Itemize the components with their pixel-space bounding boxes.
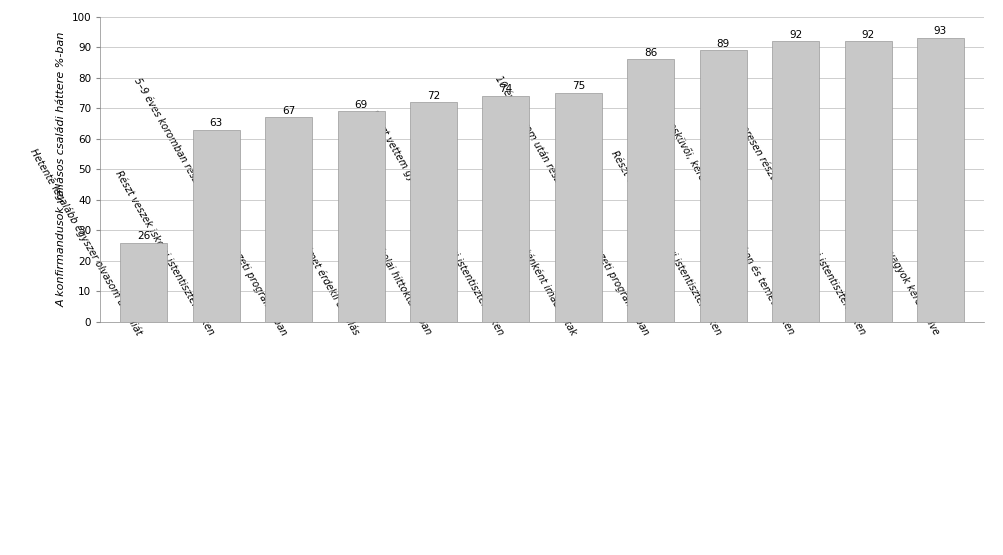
Text: 86: 86 (644, 48, 657, 58)
Bar (771, 41, 818, 322)
Bar (555, 93, 602, 322)
Text: 92: 92 (788, 29, 801, 39)
Y-axis label: A konfirmandusok vallásos családi háttere %-ban: A konfirmandusok vallásos családi hátter… (56, 32, 66, 307)
Text: 75: 75 (571, 82, 585, 92)
Bar (699, 50, 746, 322)
Bar (916, 38, 963, 322)
Bar (481, 96, 529, 322)
Text: 89: 89 (716, 39, 729, 49)
Bar (337, 111, 384, 322)
Text: 67: 67 (282, 106, 295, 116)
Text: 92: 92 (861, 29, 874, 39)
Text: 69: 69 (354, 100, 367, 110)
Text: 74: 74 (498, 84, 513, 94)
Bar (627, 59, 674, 322)
Bar (265, 118, 312, 322)
Bar (120, 243, 168, 322)
Text: 93: 93 (933, 27, 946, 37)
Text: 72: 72 (426, 90, 439, 100)
Bar (844, 41, 891, 322)
Text: 63: 63 (210, 118, 223, 128)
Bar (409, 102, 456, 322)
Bar (193, 129, 240, 322)
Text: 26: 26 (137, 231, 150, 241)
